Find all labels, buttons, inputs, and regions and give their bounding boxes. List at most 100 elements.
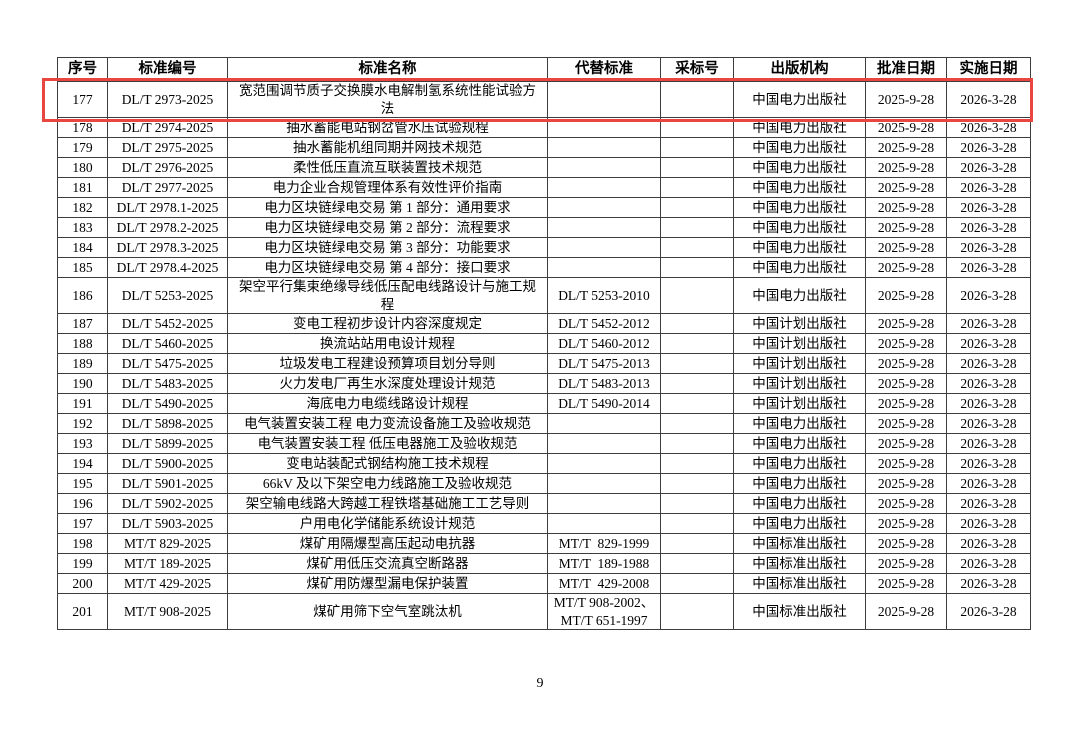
cell-replaces — [547, 137, 661, 159]
cell-approved: 2025-9-28 — [865, 593, 947, 631]
cell-effective: 2026-3-28 — [946, 333, 1031, 355]
cell-replaces — [547, 513, 661, 535]
column-header-approved: 批准日期 — [865, 57, 947, 82]
cell-no: 184 — [57, 237, 108, 259]
cell-publisher: 中国计划出版社 — [733, 393, 866, 415]
cell-name: 煤矿用隔爆型高压起动电抗器 — [227, 533, 548, 555]
column-header-no: 序号 — [57, 57, 108, 82]
cell-code: MT/T 829-2025 — [107, 533, 228, 555]
cell-name: 煤矿用低压交流真空断路器 — [227, 553, 548, 575]
cell-publisher: 中国电力出版社 — [733, 117, 866, 139]
cell-publisher: 中国电力出版社 — [733, 257, 866, 279]
cell-publisher: 中国电力出版社 — [733, 137, 866, 159]
cell-replaces — [547, 453, 661, 475]
cell-code: DL/T 5899-2025 — [107, 433, 228, 455]
cell-replaces — [547, 433, 661, 455]
cell-name: 电气装置安装工程 电力变流设备施工及验收规范 — [227, 413, 548, 435]
cell-name: 煤矿用筛下空气室跳汰机 — [227, 593, 548, 631]
cell-replaces — [547, 117, 661, 139]
cell-name: 变电工程初步设计内容深度规定 — [227, 313, 548, 335]
cell-name: 电气装置安装工程 低压电器施工及验收规范 — [227, 433, 548, 455]
cell-approved: 2025-9-28 — [865, 277, 947, 315]
cell-name: 海底电力电缆线路设计规程 — [227, 393, 548, 415]
cell-replaces — [547, 237, 661, 259]
cell-publisher: 中国电力出版社 — [733, 513, 866, 535]
cell-name: 电力区块链绿电交易 第 4 部分：接口要求 — [227, 257, 548, 279]
cell-name: 电力区块链绿电交易 第 2 部分：流程要求 — [227, 217, 548, 239]
cell-no: 186 — [57, 277, 108, 315]
cell-effective: 2026-3-28 — [946, 217, 1031, 239]
column-header-adoption: 采标号 — [660, 57, 734, 82]
cell-effective: 2026-3-28 — [946, 493, 1031, 515]
cell-no: 194 — [57, 453, 108, 475]
table-row: 197 DL/T 5903-2025 户用电化学储能系统设计规范 中国电力出版社 202… — [57, 513, 1031, 535]
table-row: 182 DL/T 2978.1-2025 电力区块链绿电交易 第 1 部分：通用要求… — [57, 197, 1031, 219]
cell-no: 198 — [57, 533, 108, 555]
cell-approved: 2025-9-28 — [865, 393, 947, 415]
table-row: 193 DL/T 5899-2025 电气装置安装工程 低压电器施工及验收规范 中国电… — [57, 433, 1031, 455]
cell-code: MT/T 429-2025 — [107, 573, 228, 595]
cell-adoption — [660, 533, 734, 555]
cell-effective: 2026-3-28 — [946, 373, 1031, 395]
cell-code: DL/T 5902-2025 — [107, 493, 228, 515]
cell-publisher: 中国电力出版社 — [733, 433, 866, 455]
cell-name: 变电站装配式钢结构施工技术规程 — [227, 453, 548, 475]
cell-no: 189 — [57, 353, 108, 375]
column-header-replaces: 代替标准 — [547, 57, 661, 82]
cell-publisher: 中国电力出版社 — [733, 453, 866, 475]
cell-effective: 2026-3-28 — [946, 473, 1031, 495]
cell-adoption — [660, 217, 734, 239]
cell-publisher: 中国电力出版社 — [733, 237, 866, 259]
cell-publisher: 中国电力出版社 — [733, 197, 866, 219]
column-header-code: 标准编号 — [107, 57, 228, 82]
cell-replaces — [547, 157, 661, 179]
cell-adoption — [660, 333, 734, 355]
cell-name: 抽水蓄能机组同期并网技术规范 — [227, 137, 548, 159]
cell-effective: 2026-3-28 — [946, 117, 1031, 139]
cell-name: 垃圾发电工程建设预算项目划分导则 — [227, 353, 548, 375]
cell-effective: 2026-3-28 — [946, 313, 1031, 335]
cell-publisher: 中国电力出版社 — [733, 157, 866, 179]
cell-adoption — [660, 593, 734, 631]
cell-code: MT/T 189-2025 — [107, 553, 228, 575]
cell-code: DL/T 2978.3-2025 — [107, 237, 228, 259]
table-row: 190 DL/T 5483-2025 火力发电厂再生水深度处理设计规范 DL/T 54… — [57, 373, 1031, 395]
cell-effective: 2026-3-28 — [946, 177, 1031, 199]
standards-table-body: 177 DL/T 2973-2025 宽范围调节质子交换膜水电解制氢系统性能试验方 … — [57, 80, 1031, 631]
cell-code: DL/T 5903-2025 — [107, 513, 228, 535]
cell-publisher: 中国电力出版社 — [733, 493, 866, 515]
cell-approved: 2025-9-28 — [865, 353, 947, 375]
cell-effective: 2026-3-28 — [946, 393, 1031, 415]
cell-replaces: DL/T 5460-2012 — [547, 333, 661, 355]
cell-approved: 2025-9-28 — [865, 553, 947, 575]
cell-approved: 2025-9-28 — [865, 433, 947, 455]
cell-publisher: 中国电力出版社 — [733, 413, 866, 435]
table-row: 198 MT/T 829-2025 煤矿用隔爆型高压起动电抗器 MT/T 829-19… — [57, 533, 1031, 555]
table-row: 200 MT/T 429-2025 煤矿用防爆型漏电保护装置 MT/T 429-200… — [57, 573, 1031, 595]
cell-name: 户用电化学储能系统设计规范 — [227, 513, 548, 535]
cell-effective: 2026-3-28 — [946, 453, 1031, 475]
table-row: 195 DL/T 5901-2025 66kV 及以下架空电力线路施工及验收规范 中国… — [57, 473, 1031, 495]
cell-no: 179 — [57, 137, 108, 159]
table-row: 177 DL/T 2973-2025 宽范围调节质子交换膜水电解制氢系统性能试验方 … — [57, 80, 1031, 119]
cell-code: DL/T 5460-2025 — [107, 333, 228, 355]
cell-approved: 2025-9-28 — [865, 197, 947, 219]
cell-no: 181 — [57, 177, 108, 199]
cell-code: DL/T 5900-2025 — [107, 453, 228, 475]
cell-code: DL/T 2978.2-2025 — [107, 217, 228, 239]
cell-replaces: DL/T 5475-2013 — [547, 353, 661, 375]
cell-approved: 2025-9-28 — [865, 177, 947, 199]
cell-adoption — [660, 313, 734, 335]
cell-approved: 2025-9-28 — [865, 217, 947, 239]
cell-no: 188 — [57, 333, 108, 355]
cell-adoption — [660, 553, 734, 575]
cell-code: DL/T 5490-2025 — [107, 393, 228, 415]
table-row: 186 DL/T 5253-2025 架空平行集束绝缘导线低压配电线路设计与施工规 … — [57, 277, 1031, 315]
cell-effective: 2026-3-28 — [946, 157, 1031, 179]
cell-effective: 2026-3-28 — [946, 277, 1031, 315]
cell-adoption — [660, 177, 734, 199]
cell-adoption — [660, 433, 734, 455]
cell-approved: 2025-9-28 — [865, 257, 947, 279]
cell-approved: 2025-9-28 — [865, 313, 947, 335]
cell-approved: 2025-9-28 — [865, 333, 947, 355]
